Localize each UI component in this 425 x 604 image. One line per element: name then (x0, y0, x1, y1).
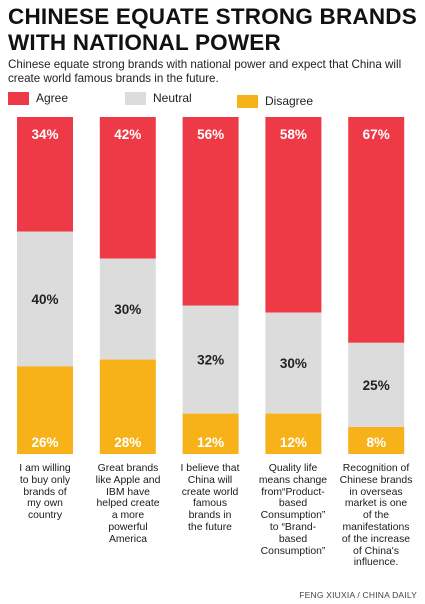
bar-segment-disagree-2 (99, 359, 156, 454)
chart-title: CHINESE EQUATE STRONG BRANDS WITH NATION… (8, 4, 417, 55)
bar-value-label-disagree-5: 8% (366, 435, 386, 450)
legend-item-neutral: Neutral (125, 91, 192, 105)
bar-value-label-disagree-1: 26% (31, 435, 58, 450)
category-label-3: I believe that China will create world f… (180, 463, 240, 533)
legend-swatch-disagree (237, 94, 258, 108)
bar-segment-agree-4 (265, 117, 322, 313)
bar-segment-disagree-5 (348, 427, 405, 454)
bar-segment-agree-1 (17, 117, 73, 232)
source-credit: FENG XIUXIA / CHINA DAILY (299, 590, 417, 600)
bar-segment-agree-3 (182, 117, 239, 306)
bar-value-label-agree-1: 34% (31, 127, 58, 142)
bar-value-label-agree-3: 56% (197, 127, 224, 142)
bar-segment-disagree-3 (182, 413, 239, 454)
bar-value-label-agree-5: 67% (363, 127, 390, 142)
bar-segment-neutral-2 (99, 258, 156, 360)
bar-value-label-neutral-1: 40% (31, 292, 58, 307)
bar-value-label-disagree-2: 28% (114, 435, 141, 450)
legend-item-agree: Agree (8, 91, 68, 105)
bar-segment-disagree-1 (17, 366, 73, 454)
bar-value-label-agree-4: 58% (280, 127, 307, 142)
bar-segment-agree-2 (99, 117, 156, 259)
bar-value-label-neutral-3: 32% (197, 353, 224, 368)
legend-swatch-neutral (125, 91, 146, 105)
category-label-1: I am willing to buy only brands of my ow… (19, 463, 71, 522)
bar-segment-agree-5 (348, 117, 405, 343)
chart-subtitle: Chinese equate strong brands with nation… (8, 58, 402, 85)
bar-value-label-disagree-4: 12% (280, 435, 307, 450)
legend-label-neutral: Neutral (153, 91, 192, 105)
bar-segment-neutral-3 (182, 305, 239, 414)
bar-segment-neutral-1 (17, 231, 73, 367)
category-label-5: Recognition of Chinese brands in oversea… (339, 463, 413, 569)
category-label-2: Great brands like Apple and IBM have hel… (95, 463, 161, 545)
bar-value-label-neutral-2: 30% (114, 302, 141, 317)
legend-swatch-agree (8, 91, 29, 105)
bar-segment-neutral-5 (348, 342, 405, 428)
legend-item-disagree: Disagree (237, 94, 313, 108)
category-label-4: Quality life means change from“Product- … (258, 463, 328, 557)
bar-value-label-agree-2: 42% (114, 127, 141, 142)
bar-value-label-disagree-3: 12% (197, 435, 224, 450)
legend-label-disagree: Disagree (265, 94, 314, 108)
bar-value-label-neutral-5: 25% (363, 378, 390, 393)
bar-segment-neutral-4 (265, 312, 322, 414)
bar-segment-disagree-4 (265, 413, 322, 454)
legend-label-agree: Agree (36, 91, 69, 105)
bar-value-label-neutral-4: 30% (280, 356, 307, 371)
